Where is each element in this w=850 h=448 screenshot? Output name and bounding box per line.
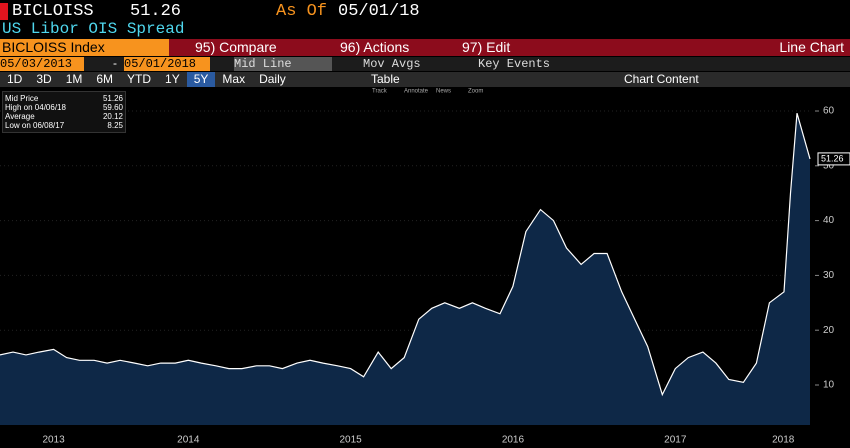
y-tick-label: 30 bbox=[823, 270, 835, 281]
menu-bar bbox=[0, 39, 850, 56]
y-tick-label: 50 bbox=[823, 160, 835, 171]
end-date[interactable]: 05/01/2018 bbox=[124, 57, 210, 71]
x-tick-label: 2016 bbox=[502, 435, 525, 446]
stat-row: High on 04/06/18 59.60 bbox=[5, 103, 123, 112]
separator: - bbox=[113, 56, 117, 70]
x-tick-label: 2013 bbox=[42, 435, 65, 446]
period[interactable]: 6M bbox=[96, 72, 114, 86]
period[interactable]: 1M bbox=[65, 72, 83, 86]
as-of-label: As Of bbox=[276, 2, 328, 21]
start-date[interactable]: 05/03/2013 bbox=[0, 57, 84, 71]
x-tick-label: 2015 bbox=[339, 435, 362, 446]
y-tick-label: 20 bbox=[823, 325, 835, 336]
y-tick-label: 40 bbox=[823, 215, 835, 226]
chart-tool: News bbox=[436, 89, 451, 95]
period[interactable]: 1D bbox=[7, 72, 23, 86]
ticker: BICLOISS bbox=[12, 2, 94, 21]
stat-value: 51.26 bbox=[102, 94, 123, 103]
last-value-label: 51.26 bbox=[821, 153, 844, 163]
range-bar bbox=[0, 57, 850, 71]
stat-label: Average bbox=[5, 112, 35, 121]
mov-avgs[interactable]: Mov Avgs bbox=[363, 57, 421, 71]
frequency[interactable]: Daily bbox=[259, 72, 286, 86]
table[interactable]: Table bbox=[371, 72, 400, 86]
line bbox=[0, 113, 811, 397]
as-of-date: 05/01/18 bbox=[338, 2, 420, 21]
security[interactable]: BICLOISS Index bbox=[0, 39, 169, 56]
chart-tool: Zoom bbox=[468, 89, 483, 95]
period[interactable]: 1Y bbox=[165, 72, 180, 86]
chart-tool: Track bbox=[372, 89, 388, 95]
key-events[interactable]: Key Events bbox=[478, 57, 551, 71]
chart-tool: Annotate bbox=[404, 89, 429, 95]
stat-row: Average 20.12 bbox=[5, 112, 123, 121]
stat-label: Low on 06/08/17 bbox=[5, 121, 65, 130]
x-tick-label: 2014 bbox=[177, 435, 200, 446]
menu-item[interactable]: 95) Compare bbox=[195, 39, 277, 55]
mode[interactable]: Mid Line bbox=[234, 57, 332, 71]
stat-value: 8.25 bbox=[107, 121, 123, 130]
stat-value: 59.60 bbox=[102, 103, 123, 112]
description: US Libor OIS Spread bbox=[2, 20, 185, 38]
axis-panel bbox=[815, 88, 850, 425]
chart-kind[interactable]: Line Chart bbox=[779, 39, 844, 55]
chart-content[interactable]: Chart Content bbox=[624, 72, 699, 86]
stat-value: 20.12 bbox=[102, 112, 123, 121]
x-tick-label: 2017 bbox=[664, 435, 687, 446]
menu-item[interactable]: 97) Edit bbox=[462, 39, 511, 55]
stat-label: Mid Price bbox=[5, 94, 39, 103]
period[interactable]: 5Y bbox=[186, 72, 216, 87]
last-value-box bbox=[817, 152, 850, 166]
stat-label: High on 04/06/18 bbox=[5, 103, 66, 112]
stat-row: Mid Price 51.26 bbox=[5, 94, 123, 103]
x-axis-band bbox=[0, 430, 850, 448]
menu-item[interactable]: 96) Actions bbox=[340, 39, 410, 55]
price: 51.26 bbox=[130, 2, 182, 21]
area bbox=[0, 113, 810, 425]
y-tick-label: 60 bbox=[823, 106, 835, 117]
period[interactable]: YTD bbox=[127, 72, 152, 86]
x-tick-label: 2018 bbox=[772, 435, 795, 446]
stat-row: Low on 06/08/17 8.25 bbox=[5, 121, 123, 130]
legend: Mid Price 51.26 High on 04/06/18 59.60 Avera… bbox=[2, 91, 126, 133]
period[interactable]: 3D bbox=[36, 72, 52, 86]
periods: 1D 3D 1M 6M YTD 1Y 5Y Max Daily bbox=[0, 72, 293, 87]
y-tick-label: 10 bbox=[823, 380, 835, 391]
period[interactable]: Max bbox=[222, 72, 246, 86]
flag bbox=[0, 3, 8, 20]
